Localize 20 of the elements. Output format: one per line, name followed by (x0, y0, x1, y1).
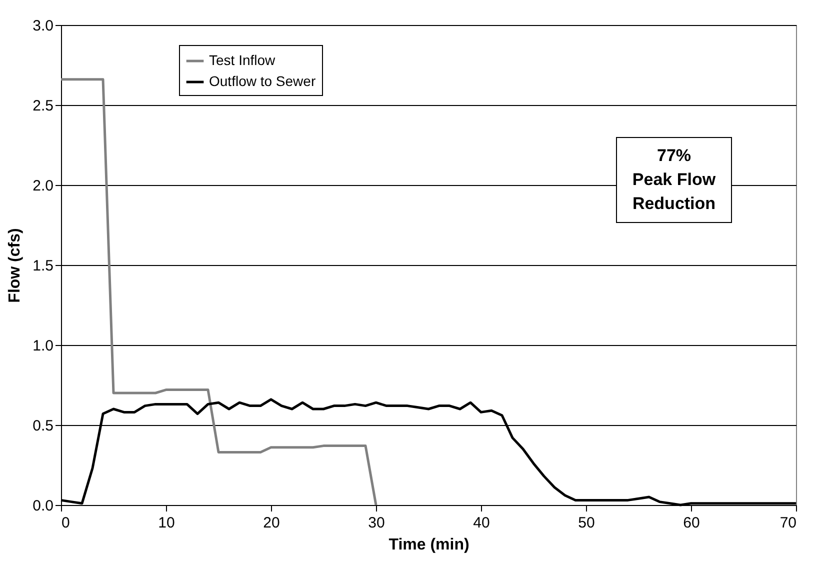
x-tick-label: 60 (683, 514, 700, 532)
y-tick-label: 0.0 (32, 498, 54, 514)
legend-label: Outflow to Sewer (209, 73, 316, 89)
y-tick-label: 2.0 (32, 178, 54, 194)
x-tick-label: 40 (473, 514, 490, 532)
x-tick-label: 50 (578, 514, 595, 532)
x-tick-label: 20 (263, 514, 280, 532)
x-tick-label: 10 (158, 514, 175, 532)
text-box: 77% Peak Flow Reduction (616, 137, 732, 223)
y-tick-label: 2.5 (32, 98, 54, 114)
legend-label: Test Inflow (209, 52, 276, 68)
x-tick-label: 0 (62, 514, 70, 532)
y-axis-title: Flow (cfs) (6, 228, 24, 303)
x-axis-title: Time (min) (388, 536, 470, 554)
y-tick-label: 0.5 (32, 418, 54, 434)
x-tick-label: 30 (368, 514, 385, 532)
x-tick-label: 70 (780, 514, 796, 532)
y-tick-label: 3.0 (32, 18, 54, 34)
y-tick-label: 1.0 (32, 338, 54, 354)
y-tick-label: 1.5 (32, 258, 54, 274)
